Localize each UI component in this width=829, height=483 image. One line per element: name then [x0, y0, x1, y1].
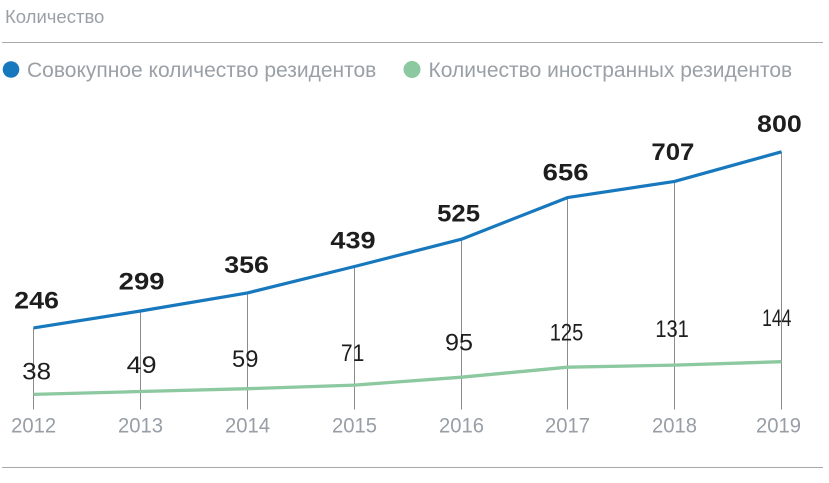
svg-text:707: 707 [651, 139, 694, 166]
svg-text:125: 125 [550, 319, 584, 346]
svg-text:525: 525 [437, 201, 480, 228]
svg-text:656: 656 [543, 160, 589, 187]
svg-text:2016: 2016 [439, 414, 484, 437]
svg-text:38: 38 [22, 359, 51, 386]
svg-text:49: 49 [127, 352, 157, 379]
svg-text:95: 95 [445, 329, 473, 356]
svg-text:Совокупное количество резидент: Совокупное количество резидентов [27, 59, 376, 82]
svg-text:59: 59 [232, 346, 258, 373]
svg-text:800: 800 [757, 111, 802, 138]
svg-text:299: 299 [119, 269, 165, 296]
svg-text:2019: 2019 [756, 414, 801, 437]
svg-text:144: 144 [762, 305, 791, 332]
svg-text:Количество иностранных резиден: Количество иностранных резидентов [429, 59, 793, 82]
svg-text:2012: 2012 [11, 414, 56, 437]
svg-text:246: 246 [14, 287, 59, 314]
svg-text:2017: 2017 [545, 414, 590, 437]
svg-text:71: 71 [341, 340, 364, 367]
svg-text:439: 439 [330, 227, 375, 254]
svg-text:Количество: Количество [5, 6, 104, 27]
svg-text:2018: 2018 [652, 414, 697, 437]
svg-text:2015: 2015 [332, 414, 377, 437]
svg-text:2013: 2013 [118, 414, 163, 437]
svg-text:2014: 2014 [225, 414, 270, 437]
svg-text:356: 356 [224, 252, 269, 279]
svg-text:131: 131 [655, 316, 689, 343]
